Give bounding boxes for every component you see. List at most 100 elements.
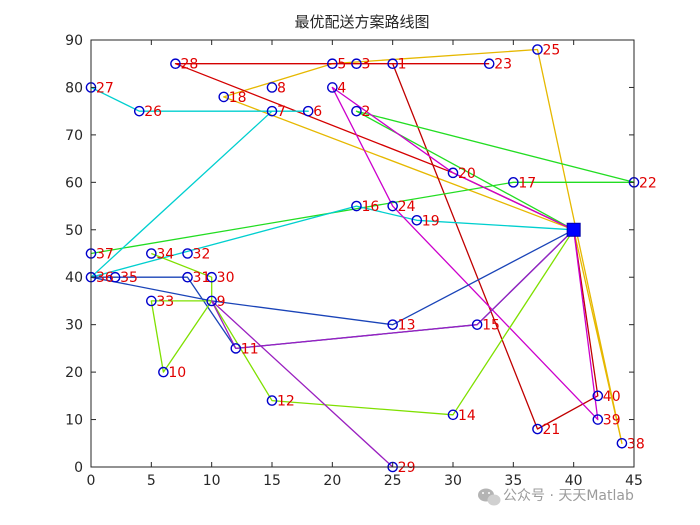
customer-point-26 — [133, 105, 145, 117]
customer-label-3: 3 — [361, 57, 370, 73]
customer-label-23: 23 — [494, 57, 512, 73]
customer-label-17: 17 — [518, 175, 536, 191]
customer-point-35 — [109, 271, 121, 283]
customer-point-23 — [483, 58, 495, 70]
route-line-8 — [150, 229, 575, 416]
watermark-text: 公众号 · 天天Matlab — [503, 488, 634, 504]
customer-point-12 — [266, 395, 278, 406]
y-tick-label: 50 — [65, 223, 83, 239]
customer-point-4 — [327, 82, 338, 93]
customer-point-15 — [471, 319, 483, 330]
route-line-1 — [223, 48, 623, 444]
watermark: 公众号 · 天天Matlab — [478, 488, 634, 506]
chart-title: 最优配送方案路线图 — [294, 13, 429, 31]
customer-label-5: 5 — [337, 57, 346, 73]
x-tick-label: 10 — [203, 473, 221, 489]
customer-point-17 — [508, 177, 519, 188]
x-tick-label: 35 — [504, 473, 522, 489]
customer-label-16: 16 — [361, 199, 379, 215]
customer-point-21 — [532, 423, 543, 435]
customer-point-40 — [592, 390, 604, 402]
customer-point-25 — [532, 44, 543, 55]
y-tick-label: 90 — [65, 33, 83, 49]
customer-point-30 — [206, 271, 217, 283]
customer-point-33 — [146, 295, 157, 307]
customer-point-13 — [387, 319, 398, 330]
customer-point-19 — [411, 214, 423, 226]
customer-point-20 — [447, 167, 459, 179]
route-line-5 — [90, 86, 574, 278]
customer-point-2 — [351, 105, 362, 117]
customer-label-26: 26 — [144, 104, 162, 120]
customer-label-21: 21 — [542, 422, 560, 438]
customer-label-38: 38 — [627, 436, 645, 452]
customer-label-36: 36 — [96, 270, 114, 286]
customer-label-9: 9 — [217, 294, 226, 310]
customer-point-3 — [351, 58, 362, 70]
customer-label-18: 18 — [229, 90, 247, 106]
wechat-icon — [478, 488, 501, 506]
customer-label-34: 34 — [156, 247, 174, 263]
route-line-3 — [392, 63, 599, 430]
customer-point-39 — [592, 414, 604, 425]
customer-point-10 — [158, 366, 169, 378]
y-tick-label: 80 — [65, 80, 83, 96]
customer-point-38 — [616, 437, 628, 449]
customer-label-24: 24 — [398, 199, 416, 215]
customer-label-40: 40 — [603, 389, 621, 405]
x-tick-label: 30 — [444, 473, 462, 489]
customer-label-13: 13 — [398, 318, 416, 334]
y-tick-label: 70 — [65, 128, 83, 144]
x-tick-label: 5 — [147, 473, 156, 489]
customer-point-11 — [230, 343, 242, 354]
customer-label-27: 27 — [96, 80, 114, 96]
y-tick-label: 10 — [65, 413, 83, 429]
customer-label-29: 29 — [398, 460, 416, 476]
customer-label-19: 19 — [422, 213, 440, 229]
customer-label-4: 4 — [337, 80, 346, 96]
customer-label-35: 35 — [120, 270, 138, 286]
route-line-6 — [331, 86, 599, 421]
customer-label-15: 15 — [482, 318, 500, 334]
x-tick-label: 45 — [625, 473, 643, 489]
x-tick-label: 40 — [565, 473, 583, 489]
x-tick-label: 0 — [87, 473, 96, 489]
customer-point-28 — [170, 58, 181, 70]
customer-point-14 — [447, 409, 459, 421]
customer-point-6 — [302, 105, 314, 117]
axes-box — [90, 39, 635, 468]
x-tick-label: 20 — [323, 473, 341, 489]
customer-label-7: 7 — [277, 104, 286, 120]
y-tick-label: 0 — [74, 460, 83, 476]
route-line-9 — [211, 229, 575, 468]
customer-point-8 — [266, 82, 278, 93]
labels-layer: 1234567891011121314151617181920212223242… — [96, 42, 657, 476]
depot-marker — [566, 222, 581, 237]
customer-label-1: 1 — [398, 57, 407, 73]
customer-label-6: 6 — [313, 104, 322, 120]
customer-label-31: 31 — [193, 270, 211, 286]
customer-point-9 — [206, 295, 217, 307]
customer-label-30: 30 — [217, 270, 235, 286]
customer-label-33: 33 — [156, 294, 174, 310]
customer-label-11: 11 — [241, 341, 259, 357]
y-tick-label: 40 — [65, 270, 83, 286]
routes-layer — [90, 48, 635, 468]
y-tick-label: 20 — [65, 365, 83, 381]
customer-point-34 — [146, 248, 157, 259]
customer-label-12: 12 — [277, 394, 295, 410]
customer-label-28: 28 — [180, 57, 198, 73]
y-tick-label: 30 — [65, 318, 83, 334]
customer-label-37: 37 — [96, 247, 114, 263]
customer-label-10: 10 — [168, 365, 186, 381]
y-tick-label: 60 — [65, 175, 83, 191]
customer-point-24 — [387, 200, 398, 212]
customer-point-16 — [351, 200, 362, 212]
x-tick-label: 25 — [384, 473, 402, 489]
customer-point-32 — [182, 248, 193, 259]
customer-label-2: 2 — [361, 104, 370, 120]
customer-point-31 — [182, 271, 193, 283]
customer-label-14: 14 — [458, 408, 476, 424]
